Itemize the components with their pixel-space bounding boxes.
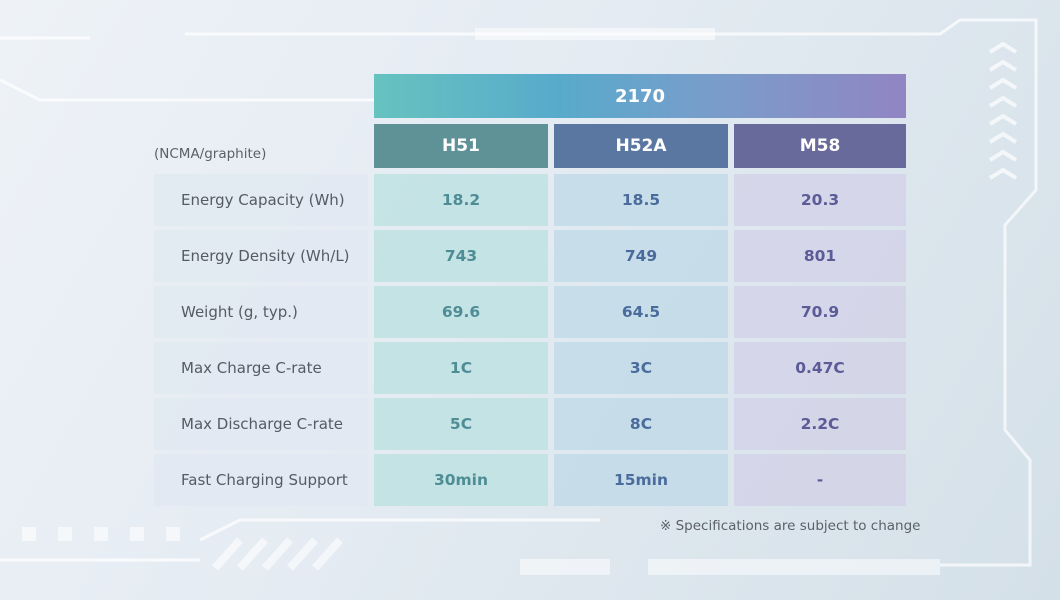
row-label: Energy Capacity (Wh): [154, 174, 368, 226]
table-cell: 3C: [554, 342, 728, 394]
table-cell: 1C: [374, 342, 548, 394]
footnote: ※ Specifications are subject to change: [660, 518, 921, 534]
table-cell: 743: [374, 230, 548, 282]
table-cell: 30min: [374, 454, 548, 506]
column-header: M58: [734, 124, 906, 168]
table-cell: 18.5: [554, 174, 728, 226]
row-label: Max Charge C-rate: [154, 342, 368, 394]
table-cell: -: [734, 454, 906, 506]
table-cell: 5C: [374, 398, 548, 450]
corner-label: (NCMA/graphite): [154, 146, 267, 162]
column-header: H52A: [554, 124, 728, 168]
table-cell: 18.2: [374, 174, 548, 226]
table-cell: 15min: [554, 454, 728, 506]
row-label: Weight (g, typ.): [154, 286, 368, 338]
group-header: 2170: [374, 74, 906, 118]
table-cell: 70.9: [734, 286, 906, 338]
table-cell: 0.47C: [734, 342, 906, 394]
table-cell: 801: [734, 230, 906, 282]
table-cell: 2.2C: [734, 398, 906, 450]
row-label: Max Discharge C-rate: [154, 398, 368, 450]
table-cell: 69.6: [374, 286, 548, 338]
column-header: H51: [374, 124, 548, 168]
table-cell: 20.3: [734, 174, 906, 226]
table-cell: 64.5: [554, 286, 728, 338]
row-label: Fast Charging Support: [154, 454, 368, 506]
table-cell: 8C: [554, 398, 728, 450]
table-cell: 749: [554, 230, 728, 282]
row-label: Energy Density (Wh/L): [154, 230, 368, 282]
